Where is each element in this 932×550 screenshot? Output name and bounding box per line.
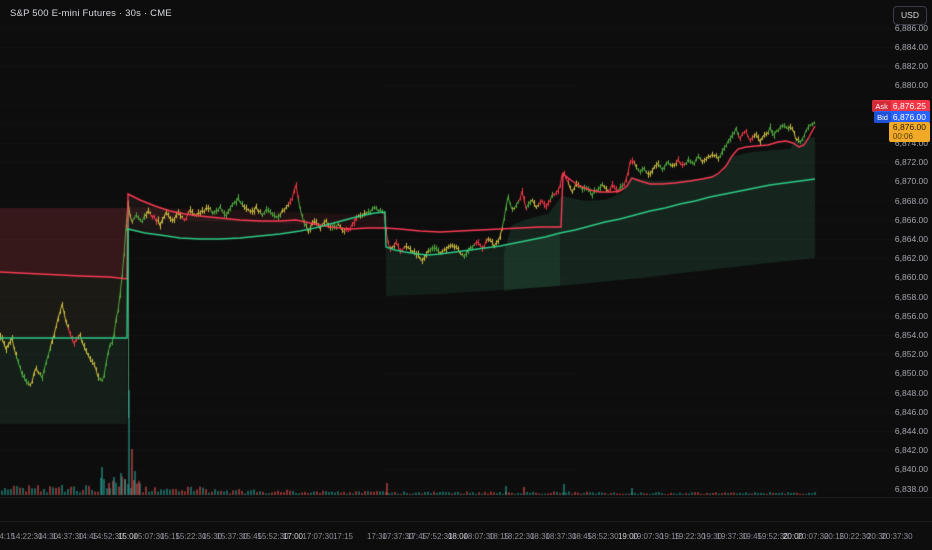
time-axis-label: 14:30	[37, 532, 59, 541]
time-axis-label: 19:37:30	[716, 532, 748, 541]
time-axis-label: 15:00	[117, 532, 139, 541]
time-axis-label: 15:15	[159, 532, 181, 541]
price-axis-label: 6,840.00	[894, 464, 928, 475]
time-axis-label: 17:37:30	[382, 532, 414, 541]
price-axis-label: 6,884.00	[894, 42, 928, 52]
price-axis-label: 6,886.00	[894, 22, 928, 33]
time-axis-label: 15:37:30	[216, 532, 248, 541]
time-axis-label: 20:00	[782, 532, 804, 541]
time-axis-label: 18:52:30	[587, 532, 619, 541]
price-axis-label: 6,882.00	[894, 61, 928, 72]
ask-tag: Ask	[872, 100, 891, 112]
currency-button[interactable]: USD	[893, 6, 927, 25]
time-axis-label: 18:22:30	[503, 532, 535, 541]
price-axis-label: 6,848.00	[894, 387, 928, 398]
bid-value: 6,876.00	[892, 112, 926, 122]
time-axis-label: 18:15	[488, 532, 510, 541]
bid-price-badge[interactable]: Bid 6,876.00	[874, 111, 930, 123]
time-axis-label: 14:15	[0, 532, 16, 541]
time-axis-label: 15:22:30	[175, 532, 207, 541]
symbol-title[interactable]: S&P 500 E-mini Futures · 30s · CME	[10, 8, 172, 19]
price-axis-label: 6,864.00	[894, 234, 928, 244]
bar-countdown: 00:06	[892, 132, 913, 141]
time-axis-label: 19:30	[701, 532, 723, 541]
price-axis-label: 6,850.00	[894, 368, 928, 379]
time-axis-label: 17:00	[282, 532, 304, 541]
time-axis-label: 14:22:30	[11, 532, 43, 541]
time-axis-label: 17:30	[366, 532, 388, 541]
time-axis-label: 18:07:30	[463, 532, 495, 541]
time-axis-label: 17:15	[332, 532, 354, 541]
time-axis-label: 17:45	[406, 532, 428, 541]
time-axis-label: 15:07:30	[133, 532, 165, 541]
price-axis[interactable]: 6,886.006,884.006,882.006,880.006,878.00…	[862, 0, 932, 525]
time-axis-label: 15:45	[241, 532, 263, 541]
price-axis-label: 6,870.00	[894, 176, 928, 187]
price-axis-label: 6,854.00	[894, 330, 928, 340]
time-axis-label: 19:07:30	[632, 532, 664, 541]
price-axis-label: 6,866.00	[894, 214, 928, 225]
time-axis-label: 15:52:30	[257, 532, 289, 541]
time-axis-label: 20:37:30	[881, 532, 913, 541]
price-axis-label: 6,838.00	[894, 483, 928, 494]
last-price-countdown-badge[interactable]: 6,876.00 00:06	[888, 122, 930, 142]
ask-price-badge[interactable]: Ask 6,876.25	[872, 100, 930, 112]
price-axis-label: 6,880.00	[894, 80, 928, 91]
time-axis-label: 18:45	[571, 532, 593, 541]
time-axis-label: 14:45	[77, 532, 99, 541]
price-axis-label: 6,844.00	[894, 426, 928, 436]
time-axis-label: 19:52:30	[757, 532, 789, 541]
pane-separator[interactable]	[0, 497, 932, 498]
time-axis-label: 19:00	[617, 532, 639, 541]
price-axis-label: 6,872.00	[894, 157, 928, 168]
time-axis-label: 17:07:30	[302, 532, 334, 541]
price-axis-label: 6,852.00	[894, 349, 928, 360]
time-axis-label: 19:45	[741, 532, 763, 541]
time-axis[interactable]: 14:1514:22:3014:3014:37:3014:4514:52:301…	[0, 525, 932, 550]
time-axis-label: 18:30	[529, 532, 551, 541]
price-axis-label: 6,858.00	[894, 291, 928, 302]
axis-separator	[0, 521, 932, 522]
bid-tag: Bid	[874, 111, 891, 123]
time-axis-label: 19:22:30	[674, 532, 706, 541]
last-price-value: 6,876.00	[892, 122, 926, 132]
price-axis-label: 6,860.00	[894, 272, 928, 283]
price-axis-label: 6,868.00	[894, 195, 928, 206]
time-axis-label: 14:52:30	[92, 532, 124, 541]
price-axis-label: 6,842.00	[894, 445, 928, 456]
time-axis-label: 20:30	[866, 532, 888, 541]
time-axis-label: 20:22:30	[839, 532, 871, 541]
price-axis-label: 6,856.00	[894, 310, 928, 321]
time-axis-label: 18:37:30	[545, 532, 577, 541]
price-axis-label: 6,874.00	[894, 138, 928, 148]
time-axis-label: 20:07:30	[797, 532, 829, 541]
time-axis-label: 17:52:30	[421, 532, 453, 541]
price-axis-label: 6,862.00	[894, 253, 928, 264]
time-axis-label: 15:30	[201, 532, 223, 541]
ask-value: 6,876.25	[892, 101, 926, 111]
time-axis-label: 20:15	[823, 532, 845, 541]
time-axis-label: 18:00	[447, 532, 469, 541]
time-axis-label: 14:37:30	[52, 532, 84, 541]
price-axis-label: 6,846.00	[894, 406, 928, 417]
time-axis-label: 19:15	[659, 532, 681, 541]
